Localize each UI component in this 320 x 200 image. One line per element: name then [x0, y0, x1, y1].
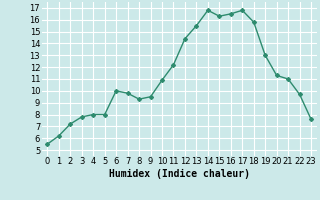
X-axis label: Humidex (Indice chaleur): Humidex (Indice chaleur): [109, 169, 250, 179]
